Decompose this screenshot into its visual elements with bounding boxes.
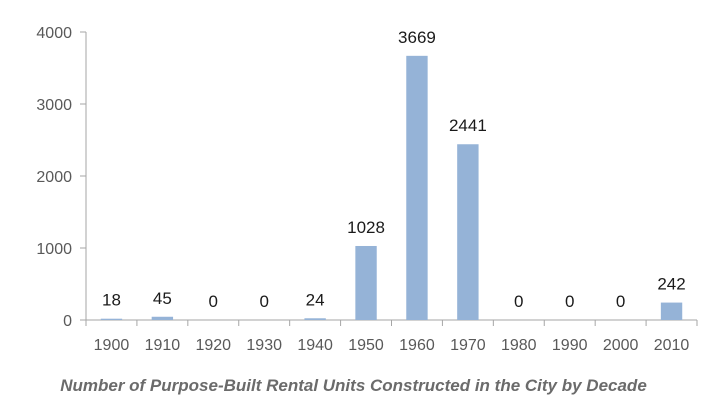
bar-1960: [406, 55, 428, 320]
y-tick-label: 4000: [36, 25, 72, 42]
data-label-1950: 1028: [347, 218, 385, 237]
x-tick-label: 1930: [246, 337, 282, 354]
bar-2010: [660, 302, 683, 320]
x-tick-label: 1970: [450, 337, 486, 354]
x-tick-label: 1960: [399, 337, 435, 354]
data-label-1920: 0: [209, 292, 218, 311]
y-tick-label: 3000: [36, 97, 72, 114]
x-tick-label: 1900: [94, 337, 130, 354]
bar-1940: [304, 318, 326, 320]
x-tick-label: 1950: [348, 337, 384, 354]
data-label-1960: 3669: [398, 28, 436, 47]
y-tick-label: 0: [63, 313, 72, 330]
x-tick-label: 1910: [145, 337, 181, 354]
bar-1950: [355, 245, 377, 320]
data-label-1970: 2441: [449, 116, 487, 135]
bars: [100, 55, 683, 320]
data-label-1910: 45: [153, 289, 172, 308]
data-label-1990: 0: [565, 292, 574, 311]
bar-1900: [100, 318, 123, 320]
chart-caption: Number of Purpose-Built Rental Units Con…: [60, 376, 647, 395]
y-tick-label: 1000: [36, 241, 72, 258]
data-label-2000: 0: [616, 292, 625, 311]
x-tick-label: 1990: [552, 337, 588, 354]
y-tick-label: 2000: [36, 169, 72, 186]
data-label-1940: 24: [306, 290, 325, 309]
data-labels: 18 45 0 0 24 1028 3669 2441 0 0 0 242: [102, 28, 686, 311]
x-tick-label: 1940: [297, 337, 333, 354]
x-tick-label: 1920: [195, 337, 231, 354]
bar-1970: [457, 144, 479, 320]
x-axis: 1900 1910 1920 1930 1940 1950 1960 1970 1980 1990…: [85, 319, 698, 354]
data-label-1930: 0: [259, 292, 268, 311]
x-tick-label: 2010: [654, 337, 690, 354]
data-label-1980: 0: [514, 292, 523, 311]
bar-1910: [151, 316, 174, 320]
data-label-2010: 242: [657, 275, 685, 294]
y-axis: 0 1000 2000 3000 4000: [36, 25, 87, 330]
data-label-1900: 18: [102, 291, 121, 310]
x-tick-label: 2000: [603, 337, 639, 354]
x-tick-label: 1980: [501, 337, 537, 354]
